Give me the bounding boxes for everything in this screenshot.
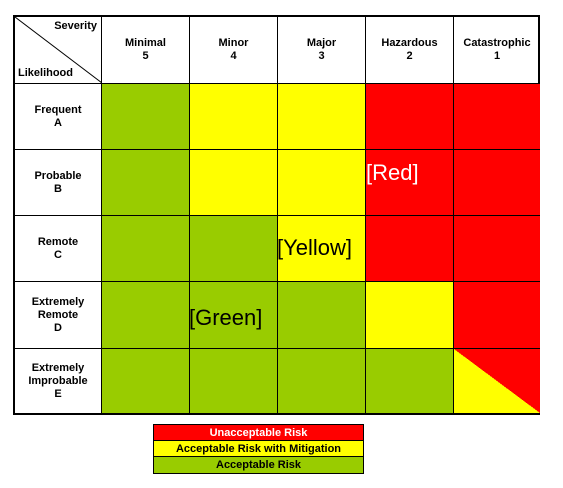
likelihood-header-3: Remote C: [15, 216, 102, 282]
legend-item-yellow: Acceptable Risk with Mitigation: [154, 441, 363, 457]
likelihood-line: B: [54, 182, 62, 195]
likelihood-header-2: Probable B: [15, 150, 102, 216]
risk-cell-green: [366, 349, 454, 413]
risk-cell-green: [190, 282, 278, 349]
severity-level: 3: [318, 50, 325, 62]
likelihood-line: Remote: [37, 308, 79, 321]
overlay-label-red: [Red]: [366, 160, 419, 185]
risk-cell-green: [102, 150, 190, 216]
likelihood-header-5: Extremely Improbable E: [15, 349, 102, 413]
risk-cell-red: [454, 84, 540, 150]
risk-legend: Unacceptable Risk Acceptable Risk with Mi…: [153, 424, 364, 474]
severity-header-minor: Minor 4: [190, 17, 278, 84]
likelihood-line: Probable: [34, 169, 82, 182]
corner-diagonal: [15, 17, 102, 84]
likelihood-line: E: [54, 387, 62, 400]
severity-header-catastrophic: Catastrophic 1: [454, 17, 540, 84]
likelihood-line: Remote: [37, 235, 79, 248]
severity-header-major: Major 3: [278, 17, 366, 84]
risk-matrix: Severity Likelihood Minimal 5 Minor 4 Major 3…: [13, 15, 540, 415]
likelihood-line: Extremely: [31, 295, 85, 308]
likelihood-line: D: [54, 321, 62, 334]
likelihood-line: Improbable: [28, 374, 88, 387]
likelihood-line: C: [54, 248, 62, 261]
severity-name: Minimal: [125, 37, 166, 49]
likelihood-line: Frequent: [34, 103, 82, 116]
risk-cell-green: [190, 216, 278, 282]
severity-level: 5: [142, 50, 149, 62]
risk-cell-yellow: [278, 150, 366, 216]
severity-header-hazardous: Hazardous 2: [366, 17, 454, 84]
likelihood-header-1: Frequent A: [15, 84, 102, 150]
severity-name: Hazardous: [381, 37, 438, 49]
severity-axis-label: Severity: [54, 20, 97, 32]
legend-item-green: Acceptable Risk: [154, 457, 363, 473]
risk-cell-green: [190, 349, 278, 413]
likelihood-header-4: Extremely Remote D: [15, 282, 102, 349]
severity-header-minimal: Minimal 5: [102, 17, 190, 84]
legend-item-red: Unacceptable Risk: [154, 425, 363, 441]
overlay-label-green: [Green]: [189, 305, 263, 330]
risk-cell-red: [366, 216, 454, 282]
risk-cell-green: [102, 282, 190, 349]
risk-cell-yellow-red-split: [454, 349, 540, 413]
risk-cell-red: [454, 282, 540, 349]
severity-level: 2: [406, 50, 413, 62]
risk-cell-yellow: [278, 216, 366, 282]
severity-name: Catastrophic: [463, 37, 531, 49]
severity-name: Major: [306, 37, 337, 49]
risk-cell-yellow: [278, 84, 366, 150]
corner-cell: Severity Likelihood: [15, 17, 102, 84]
severity-level: 1: [493, 50, 501, 62]
risk-cell-green: [102, 216, 190, 282]
risk-cell-green: [278, 349, 366, 413]
overlay-label-yellow: [Yellow]: [277, 235, 353, 260]
risk-cell-yellow: [190, 150, 278, 216]
likelihood-line: Extremely: [31, 361, 85, 374]
risk-cell-red: [366, 84, 454, 150]
risk-cell-yellow: [190, 84, 278, 150]
risk-cell-red: [366, 150, 454, 216]
likelihood-axis-label: Likelihood: [18, 67, 73, 79]
risk-cell-green: [102, 84, 190, 150]
risk-cell-red: [454, 216, 540, 282]
risk-cell-red: [454, 150, 540, 216]
severity-level: 4: [230, 50, 237, 62]
risk-cell-green: [278, 282, 366, 349]
severity-name: Minor: [218, 37, 249, 49]
likelihood-line: A: [54, 116, 62, 129]
risk-cell-yellow: [366, 282, 454, 349]
risk-cell-green: [102, 349, 190, 413]
